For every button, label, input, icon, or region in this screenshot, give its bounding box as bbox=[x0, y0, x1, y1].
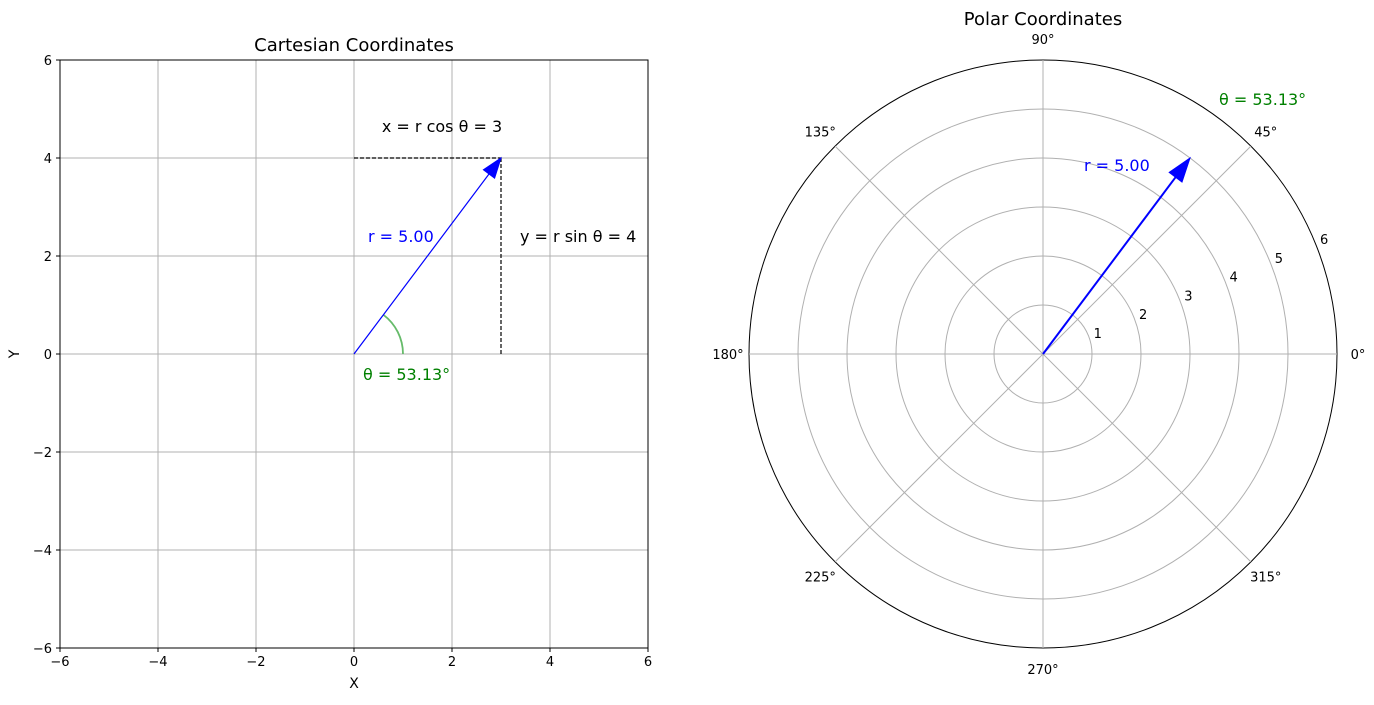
cartesian-y-axis-label: Y bbox=[7, 349, 23, 359]
cartesian-x-ticks: −6 −4 −2 0 2 4 6 bbox=[50, 648, 652, 670]
cartesian-x-tick-label: 2 bbox=[448, 655, 456, 670]
cartesian-x-tick-label: 4 bbox=[546, 655, 554, 670]
cartesian-angle-arc bbox=[382, 314, 404, 355]
polar-grid-spoke bbox=[834, 145, 1044, 355]
polar-theta-tick-label: 270° bbox=[1027, 663, 1058, 678]
polar-marks bbox=[1042, 156, 1191, 355]
polar-r-tick-label: 5 bbox=[1275, 252, 1283, 267]
polar-r-tick-label: 3 bbox=[1184, 289, 1192, 304]
cartesian-y-tick-label: 4 bbox=[44, 152, 52, 167]
cartesian-x-axis-label: X bbox=[349, 676, 359, 692]
polar-vector-head bbox=[1168, 156, 1191, 183]
polar-ticks: 1 2 3 4 5 6 0° 45° 90° 135° 180° 225° 270° 315° bbox=[712, 33, 1365, 678]
cartesian-y-ticks: −6 −4 −2 0 2 4 6 bbox=[33, 54, 60, 657]
polar-r-tick-label: 2 bbox=[1139, 308, 1147, 323]
cartesian-x-tick-label: 6 bbox=[644, 655, 652, 670]
polar-r-label: r = 5.00 bbox=[1084, 156, 1150, 175]
cartesian-x-tick-label: −2 bbox=[246, 655, 265, 670]
cartesian-title: Cartesian Coordinates bbox=[254, 35, 454, 56]
polar-grid bbox=[748, 59, 1338, 649]
polar-theta-label: θ = 53.13° bbox=[1219, 90, 1306, 109]
polar-theta-tick-label: 0° bbox=[1351, 348, 1366, 363]
polar-theta-tick-label: 315° bbox=[1250, 571, 1281, 586]
cartesian-y-tick-label: −4 bbox=[33, 544, 52, 559]
cartesian-y-tick-label: −6 bbox=[33, 642, 52, 657]
polar-theta-tick-label: 90° bbox=[1031, 33, 1054, 48]
cartesian-vector-head bbox=[482, 156, 502, 180]
polar-r-tick-label: 4 bbox=[1229, 271, 1237, 286]
cartesian-y-formula-label: y = r sin θ = 4 bbox=[520, 227, 636, 246]
cartesian-theta-label: θ = 53.13° bbox=[363, 365, 450, 384]
cartesian-chart: −6 −4 −2 0 2 4 6 −6 −4 −2 0 2 4 6 Cartesian Coordina… bbox=[7, 35, 652, 692]
cartesian-y-tick-label: 2 bbox=[44, 250, 52, 265]
polar-theta-tick-label: 225° bbox=[805, 571, 836, 586]
cartesian-y-tick-label: −2 bbox=[33, 446, 52, 461]
cartesian-x-tick-label: −6 bbox=[50, 655, 69, 670]
cartesian-x-formula-label: x = r cos θ = 3 bbox=[382, 117, 502, 136]
cartesian-y-tick-label: 6 bbox=[44, 54, 52, 69]
polar-theta-tick-label: 180° bbox=[712, 348, 743, 363]
polar-r-tick-label: 6 bbox=[1320, 233, 1328, 248]
cartesian-x-tick-label: 0 bbox=[350, 655, 358, 670]
polar-grid-spoke bbox=[834, 353, 1044, 563]
cartesian-vector-shaft bbox=[353, 173, 490, 355]
polar-theta-tick-label: 135° bbox=[805, 125, 836, 140]
polar-grid-spoke bbox=[1042, 145, 1252, 355]
polar-title: Polar Coordinates bbox=[964, 9, 1122, 30]
polar-vector-shaft bbox=[1042, 176, 1177, 355]
cartesian-marks bbox=[353, 156, 502, 355]
cartesian-y-tick-label: 0 bbox=[44, 348, 52, 363]
polar-chart: 1 2 3 4 5 6 0° 45° 90° 135° 180° 225° 270° 315° Polar… bbox=[712, 9, 1365, 678]
polar-grid-spoke bbox=[1042, 353, 1252, 563]
cartesian-x-tick-label: −4 bbox=[148, 655, 167, 670]
cartesian-r-label: r = 5.00 bbox=[368, 227, 434, 246]
polar-theta-tick-label: 45° bbox=[1254, 125, 1277, 140]
polar-r-tick-label: 1 bbox=[1094, 327, 1102, 342]
